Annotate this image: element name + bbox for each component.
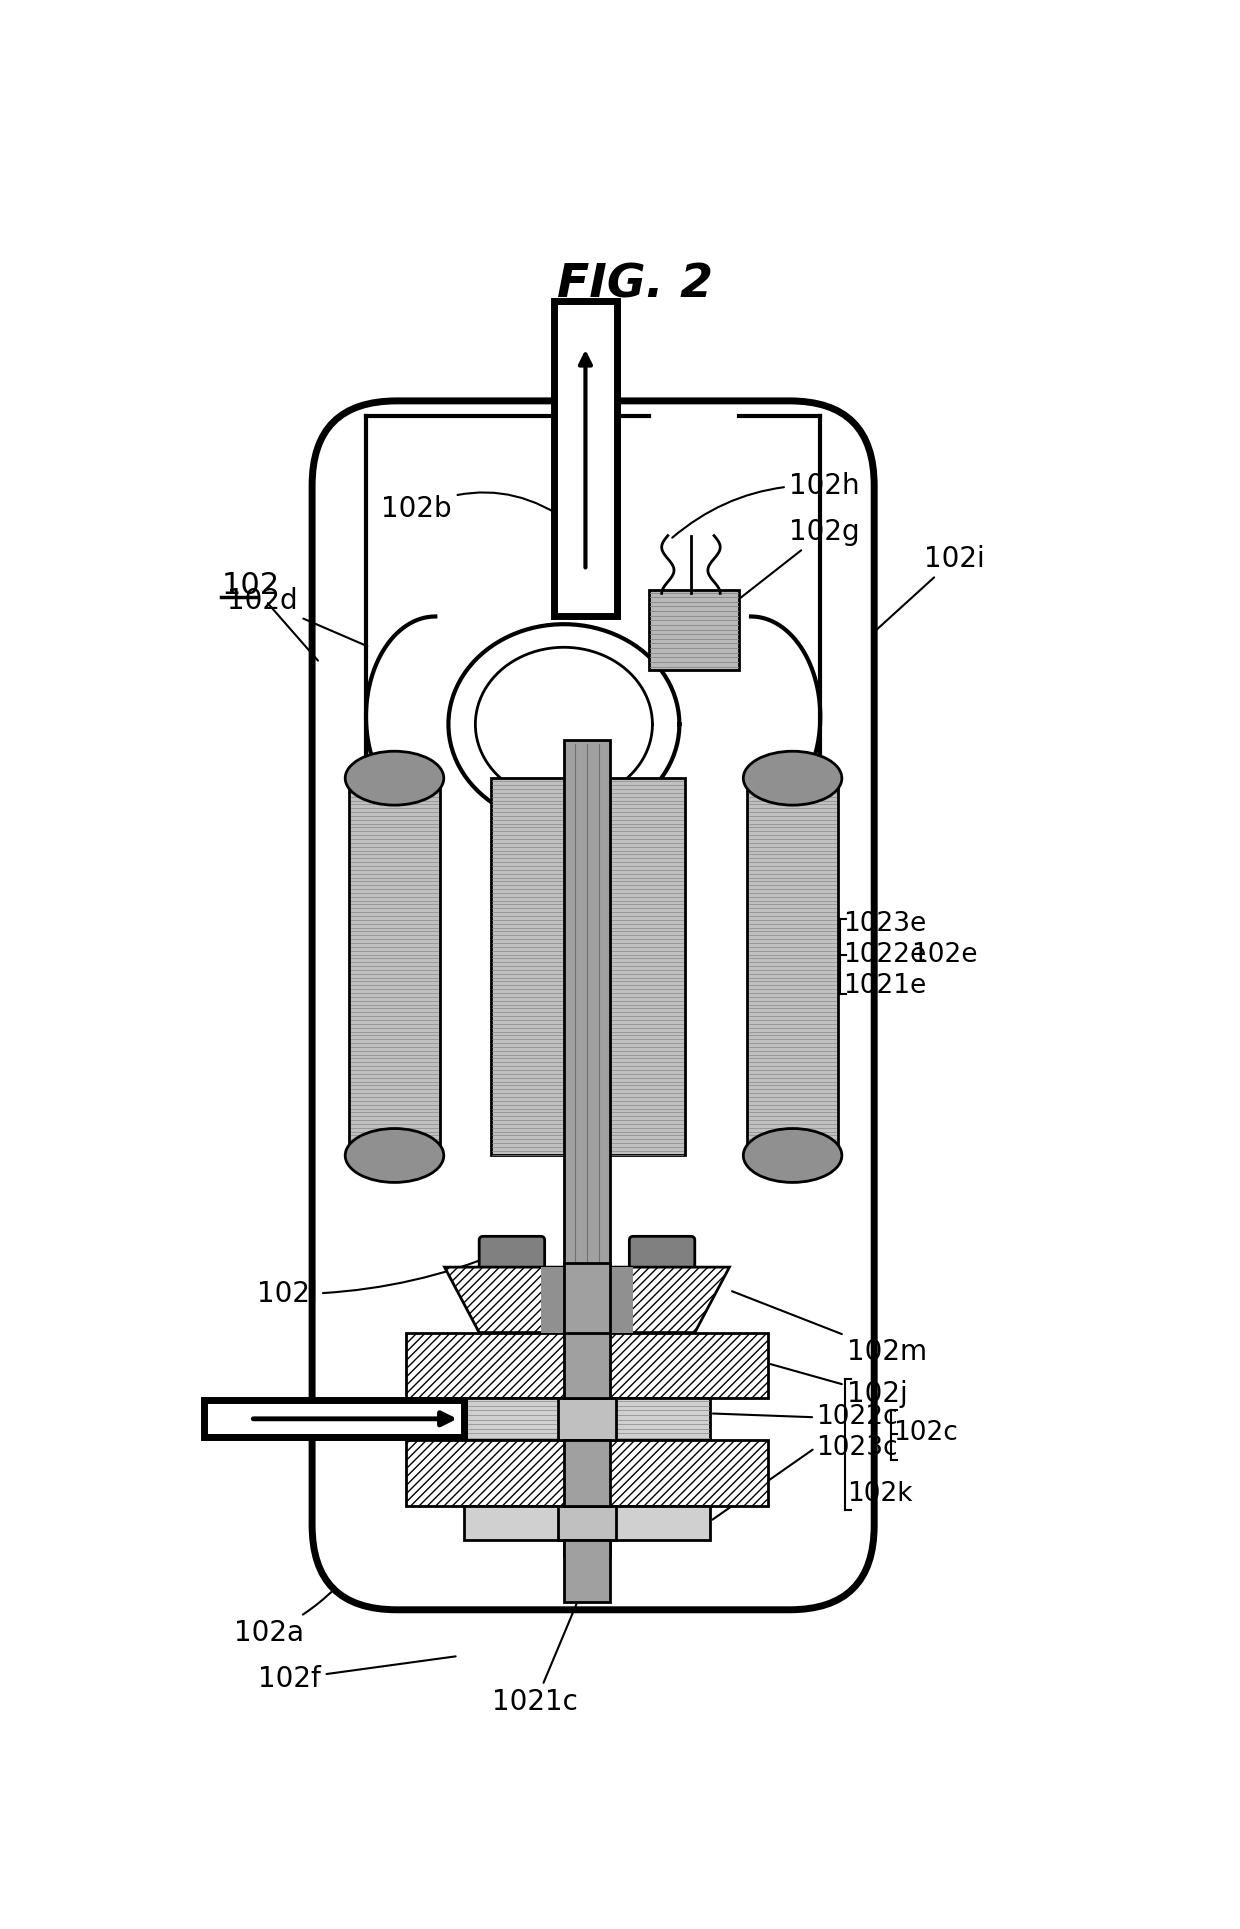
Text: 102h: 102h [672, 471, 861, 538]
Bar [464, 1507, 711, 1541]
Bar [564, 739, 610, 1557]
Bar [564, 1333, 610, 1399]
Bar [405, 1441, 768, 1507]
FancyBboxPatch shape [312, 401, 874, 1611]
Bar [564, 1441, 610, 1507]
FancyBboxPatch shape [630, 1236, 694, 1287]
Text: 102d: 102d [227, 586, 367, 646]
Text: 102i: 102i [877, 544, 985, 631]
Text: 1023c: 1023c [816, 1435, 898, 1460]
Text: 102a: 102a [233, 1589, 335, 1647]
Bar [405, 1333, 768, 1399]
Polygon shape [444, 1267, 729, 1333]
Bar [350, 777, 440, 1155]
Text: 102k: 102k [847, 1481, 913, 1507]
Text: 102l: 102l [257, 1252, 500, 1308]
Bar [558, 1507, 616, 1541]
Text: 1022c: 1022c [816, 1404, 898, 1429]
Bar [541, 1267, 634, 1333]
Ellipse shape [345, 750, 444, 804]
Bar [205, 1400, 464, 1437]
Text: 1021e: 1021e [843, 972, 926, 999]
Ellipse shape [345, 1128, 444, 1182]
Text: 102b: 102b [382, 492, 570, 523]
Bar [748, 777, 838, 1155]
Ellipse shape [743, 1128, 842, 1182]
Text: FIG. 2: FIG. 2 [558, 262, 713, 309]
Ellipse shape [743, 750, 842, 804]
Text: 1023e: 1023e [843, 912, 926, 937]
Text: 102m: 102m [732, 1291, 928, 1366]
Text: 1021c: 1021c [492, 1582, 587, 1717]
Bar [464, 1399, 711, 1441]
Bar [564, 1263, 610, 1337]
Text: 102j: 102j [770, 1364, 908, 1408]
Text: 102g: 102g [699, 517, 861, 631]
Bar [558, 1399, 616, 1441]
Bar [649, 590, 739, 671]
Text: 102f: 102f [258, 1657, 455, 1694]
Bar [564, 1541, 610, 1603]
FancyBboxPatch shape [479, 1236, 544, 1287]
Text: 102: 102 [221, 571, 279, 600]
Bar [491, 777, 684, 1155]
Bar [554, 301, 618, 617]
Text: 1022e: 1022e [843, 941, 926, 968]
Text: 102e: 102e [911, 941, 977, 968]
Text: 102c: 102c [894, 1420, 959, 1445]
